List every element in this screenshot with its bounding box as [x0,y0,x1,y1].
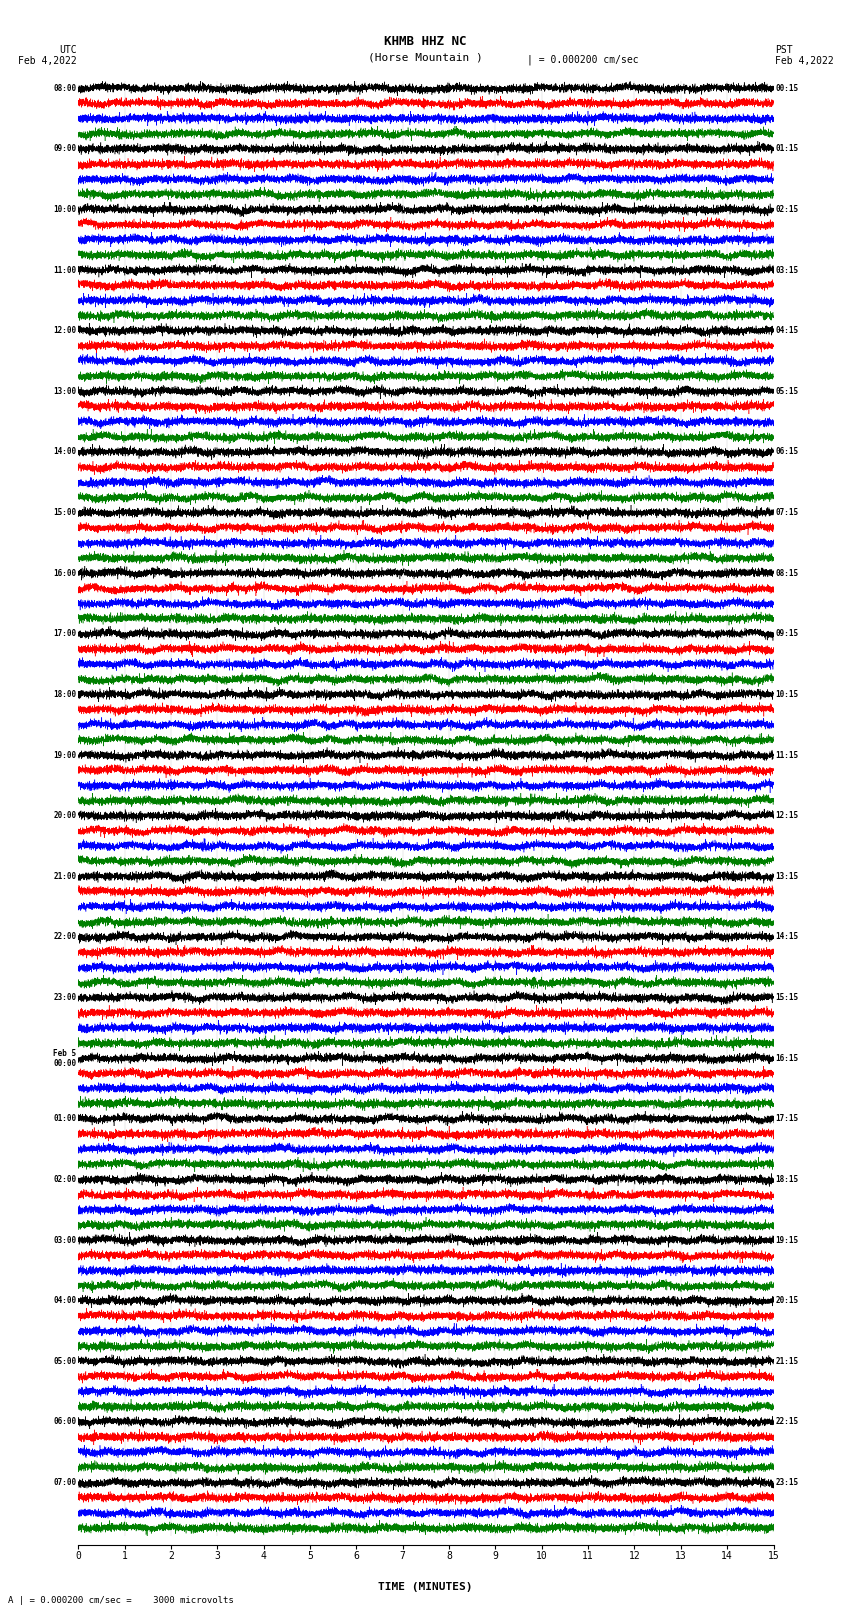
Text: 09:00: 09:00 [54,144,76,153]
Text: (Horse Mountain ): (Horse Mountain ) [367,53,483,63]
Text: 13:15: 13:15 [775,871,798,881]
Text: 07:15: 07:15 [775,508,798,518]
Text: 18:00: 18:00 [54,690,76,698]
Text: 23:15: 23:15 [775,1478,798,1487]
Text: 00:00: 00:00 [54,1058,76,1068]
Text: 06:00: 06:00 [54,1418,76,1426]
Text: 14:15: 14:15 [775,932,798,942]
Text: 04:00: 04:00 [54,1297,76,1305]
Text: 22:00: 22:00 [54,932,76,942]
Text: 15:15: 15:15 [775,994,798,1002]
Text: 23:00: 23:00 [54,994,76,1002]
Text: | = 0.000200 cm/sec: | = 0.000200 cm/sec [527,53,638,65]
Text: 20:15: 20:15 [775,1297,798,1305]
Text: 11:15: 11:15 [775,750,798,760]
Text: 18:15: 18:15 [775,1174,798,1184]
Text: A | = 0.000200 cm/sec =    3000 microvolts: A | = 0.000200 cm/sec = 3000 microvolts [8,1595,235,1605]
Text: 03:15: 03:15 [775,266,798,274]
Text: 15:00: 15:00 [54,508,76,518]
Text: 03:00: 03:00 [54,1236,76,1245]
Text: 02:15: 02:15 [775,205,798,215]
Text: 17:15: 17:15 [775,1115,798,1123]
Text: 10:00: 10:00 [54,205,76,215]
Text: 19:15: 19:15 [775,1236,798,1245]
Text: 08:15: 08:15 [775,569,798,577]
Text: 07:00: 07:00 [54,1478,76,1487]
Text: 01:00: 01:00 [54,1115,76,1123]
Text: 02:00: 02:00 [54,1174,76,1184]
Text: 12:00: 12:00 [54,326,76,336]
Text: Feb 4,2022: Feb 4,2022 [775,56,834,66]
Text: 05:15: 05:15 [775,387,798,395]
Text: 01:15: 01:15 [775,144,798,153]
Text: 21:15: 21:15 [775,1357,798,1366]
Text: 00:15: 00:15 [775,84,798,92]
Text: 14:00: 14:00 [54,447,76,456]
Text: PST: PST [775,45,793,55]
Text: 20:00: 20:00 [54,811,76,819]
Text: 13:00: 13:00 [54,387,76,395]
Text: 16:00: 16:00 [54,569,76,577]
Text: UTC: UTC [59,45,76,55]
Text: 08:00: 08:00 [54,84,76,92]
Text: 09:15: 09:15 [775,629,798,639]
Text: 04:15: 04:15 [775,326,798,336]
Text: 22:15: 22:15 [775,1418,798,1426]
Text: 10:15: 10:15 [775,690,798,698]
Text: 11:00: 11:00 [54,266,76,274]
Text: 05:00: 05:00 [54,1357,76,1366]
Text: Feb 5: Feb 5 [54,1048,76,1058]
Text: 21:00: 21:00 [54,871,76,881]
Text: TIME (MINUTES): TIME (MINUTES) [377,1582,473,1592]
Text: 17:00: 17:00 [54,629,76,639]
Text: 16:15: 16:15 [775,1053,798,1063]
Text: 12:15: 12:15 [775,811,798,819]
Text: KHMB HHZ NC: KHMB HHZ NC [383,35,467,48]
Text: 19:00: 19:00 [54,750,76,760]
Text: Feb 4,2022: Feb 4,2022 [18,56,76,66]
Text: 06:15: 06:15 [775,447,798,456]
